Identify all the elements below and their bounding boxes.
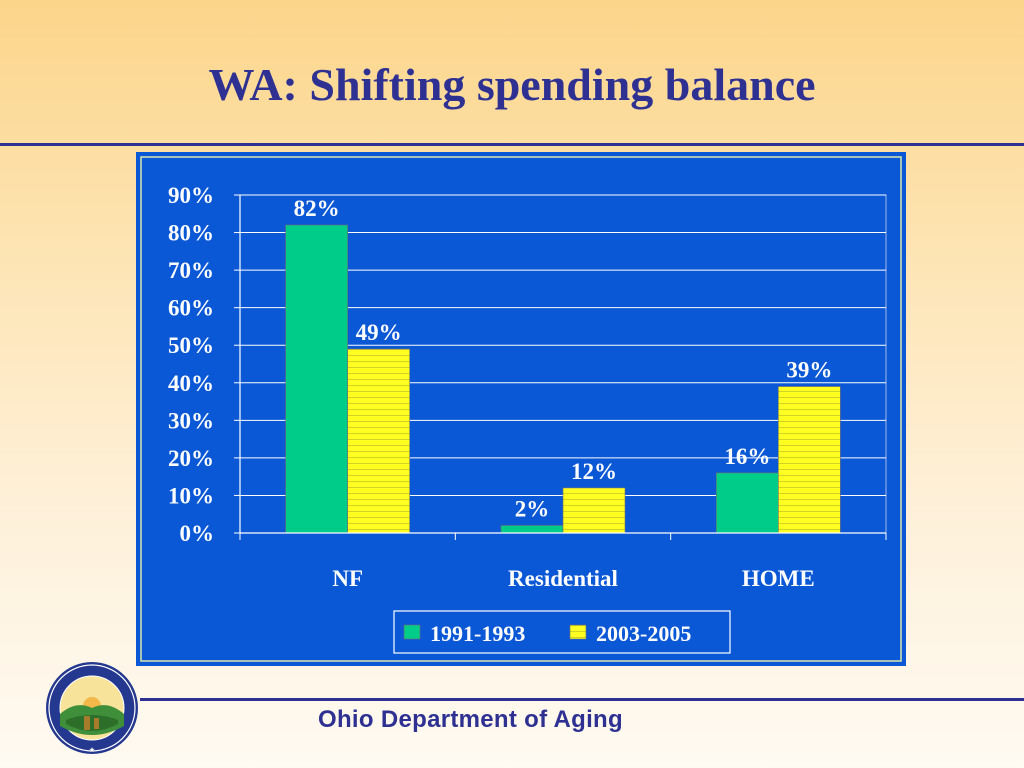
legend-swatch bbox=[403, 624, 421, 640]
legend-label: 1991-1993 bbox=[430, 621, 525, 646]
bar-1991-1993-HOME bbox=[716, 472, 779, 534]
legend-swatch bbox=[569, 624, 587, 640]
legend-label: 2003-2005 bbox=[596, 621, 691, 646]
y-tick-label: 20% bbox=[168, 446, 214, 471]
chart-panel: 0% 10% 20% 30% 40% 50% 60% 70% 80% 90% 82% 49% 2% 12… bbox=[136, 152, 906, 666]
x-tick-label: NF bbox=[332, 566, 363, 591]
data-label: 16% bbox=[724, 444, 770, 469]
y-tick-label: 30% bbox=[168, 408, 214, 433]
x-tick-label: HOME bbox=[742, 566, 815, 591]
bar-2003-2005-Residential bbox=[562, 487, 626, 534]
y-tick-label: 50% bbox=[168, 333, 214, 358]
legend: 1991-1993 2003-2005 bbox=[393, 610, 731, 654]
x-tick-label: Residential bbox=[508, 566, 618, 591]
footer-text: Ohio Department of Aging bbox=[318, 706, 623, 733]
bar-1991-1993-NF bbox=[285, 224, 348, 534]
svg-text:★: ★ bbox=[89, 746, 95, 754]
bar-2003-2005-HOME bbox=[778, 386, 841, 534]
y-axis: 0% 10% 20% 30% 40% 50% 60% 70% 80% 90% bbox=[168, 183, 241, 546]
y-tick-label: 80% bbox=[168, 221, 214, 246]
bars bbox=[285, 224, 841, 534]
y-tick-label: 10% bbox=[168, 483, 214, 508]
y-tick-label: 0% bbox=[180, 521, 215, 546]
y-tick-label: 40% bbox=[168, 371, 214, 396]
bar-chart: 0% 10% 20% 30% 40% 50% 60% 70% 80% 90% 82% 49% 2% 12… bbox=[140, 156, 902, 662]
chart-inner-border bbox=[140, 156, 902, 662]
title-divider bbox=[0, 143, 1024, 146]
ohio-seal-logo: ★ bbox=[46, 662, 138, 754]
data-label: 2% bbox=[515, 496, 550, 521]
slide-title: WA: Shifting spending balance bbox=[208, 59, 816, 110]
footer-divider bbox=[140, 698, 1024, 701]
bar-1991-1993-Residential bbox=[500, 525, 564, 534]
y-tick-label: 70% bbox=[168, 258, 214, 283]
data-label: 12% bbox=[571, 459, 617, 484]
data-label: 39% bbox=[786, 358, 832, 383]
y-tick-label: 60% bbox=[168, 296, 214, 321]
y-tick-label: 90% bbox=[168, 183, 214, 208]
data-label: 49% bbox=[356, 320, 402, 345]
data-labels: 82% 49% 2% 12% 16% 39% bbox=[294, 196, 833, 521]
bar-2003-2005-NF bbox=[347, 348, 410, 534]
legend-box bbox=[393, 610, 731, 654]
x-axis: NF Residential HOME bbox=[239, 532, 887, 591]
data-label: 82% bbox=[294, 196, 340, 221]
